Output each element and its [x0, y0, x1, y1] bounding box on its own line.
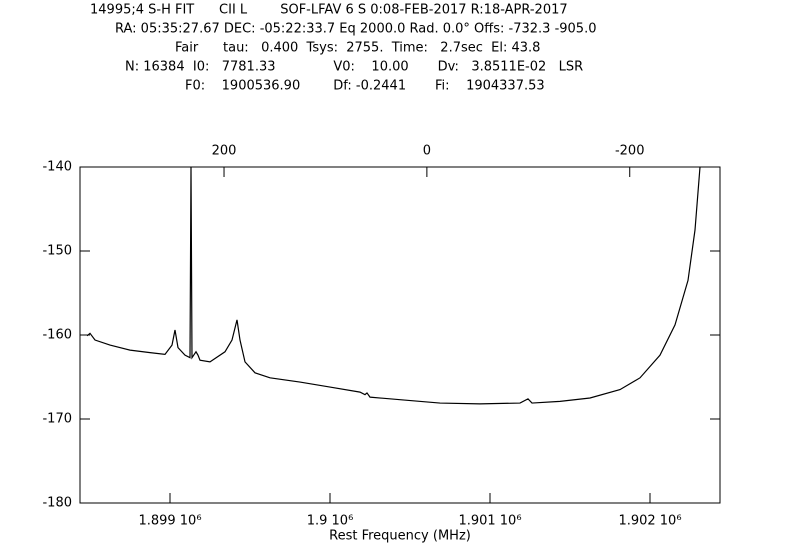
y-tick-label: -170	[42, 412, 72, 427]
spectrum-line	[86, 166, 701, 405]
x-tick-label: 1.9 10⁶	[307, 514, 354, 529]
x2-tick-label: -200	[615, 144, 645, 159]
x-tick-label: 1.901 10⁶	[458, 514, 521, 529]
y-tick-label: -180	[42, 496, 72, 511]
x-tick-label: 1.902 10⁶	[618, 514, 681, 529]
header-line: RA: 05:35:27.67 DEC: -05:22:33.7 Eq 2000…	[115, 22, 596, 37]
y-tick-label: -160	[42, 328, 72, 343]
x-tick-label: 1.899 10⁶	[138, 514, 201, 529]
x2-tick-label: 0	[423, 144, 431, 159]
x-axis-label: Rest Frequency (MHz)	[329, 529, 471, 544]
header-line: 14995;4 S-H FIT CII L SOF-LFAV 6 S 0:08-…	[90, 3, 568, 18]
y-tick-label: -150	[42, 244, 72, 259]
header-line: N: 16384 I0: 7781.33 V0: 10.00 Dv: 3.851…	[125, 60, 583, 75]
header-line: Fair tau: 0.400 Tsys: 2755. Time: 2.7sec…	[175, 41, 540, 56]
x2-tick-label: 200	[212, 144, 237, 159]
y-tick-label: -140	[42, 160, 72, 175]
header-line: F0: 1900536.90 Df: -0.2441 Fi: 1904337.5…	[185, 79, 545, 94]
